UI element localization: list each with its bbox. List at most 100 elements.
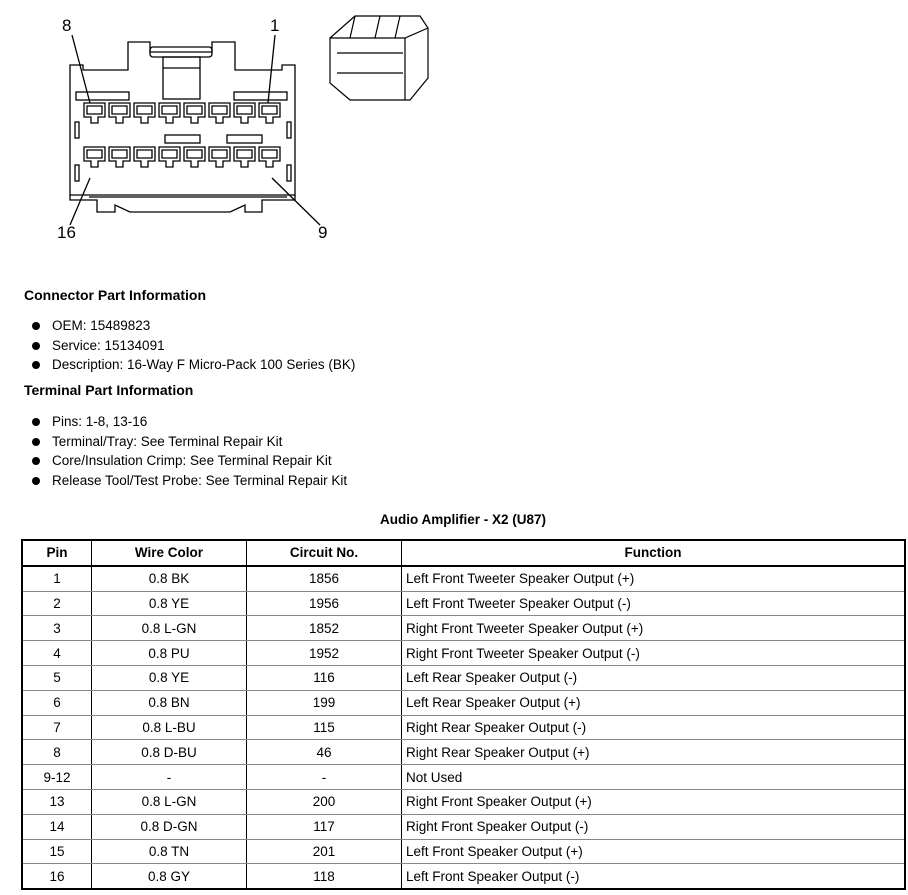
wire-color-cell: 0.8 PU [91,640,247,666]
terminal-cavity-icon [233,102,256,124]
table-row: 2 0.8 YE 1956 Left Front Tweeter Speaker Ou… [21,590,906,617]
circuit-no-cell: 117 [246,813,402,840]
header-circuit-no: Circuit No. [246,539,402,567]
function-cell: Left Front Tweeter Speaker Output (+) [401,565,906,592]
pin-cell: 15 [21,838,92,865]
header-wire-color: Wire Color [91,539,247,567]
circuit-no-cell: 116 [246,664,402,691]
function-cell: Right Front Tweeter Speaker Output (+) [401,615,906,642]
pin-cell: 14 [21,813,92,840]
wire-color-cell: 0.8 BN [91,689,247,716]
table-row: 8 0.8 D-BU 46 Right Rear Speaker Output (+) [21,739,906,766]
circuit-no-cell: 1856 [246,565,402,592]
list-item: Description: 16-Way F Micro-Pack 100 Ser… [30,355,355,375]
circuit-no-cell: 199 [246,689,402,716]
terminal-cavity-icon [108,102,131,124]
list-item: Release Tool/Test Probe: See Terminal Re… [30,471,347,491]
pin-cell: 8 [21,739,92,766]
terminal-cavity-icon [133,102,156,124]
list-item: Core/Insulation Crimp: See Terminal Repa… [30,451,347,471]
function-cell: Left Front Speaker Output (-) [401,863,906,890]
circuit-no-cell: - [246,764,402,790]
terminal-cavity-icon [133,146,156,168]
table-row: 4 0.8 PU 1952 Right Front Tweeter Speaker O… [21,640,906,666]
function-cell: Right Rear Speaker Output (-) [401,714,906,741]
connector-part-info-heading: Connector Part Information [24,287,207,303]
circuit-no-cell: 1956 [246,590,402,617]
table-row: 9-12- - Not Used [21,764,906,790]
wire-color-cell: 0.8 BK [91,565,247,592]
terminal-part-info-heading: Terminal Part Information [24,382,194,398]
terminal-cavity-icon [258,102,281,124]
circuit-no-cell: 1952 [246,640,402,666]
terminal-cavity-icon [83,102,106,124]
table-row: 14 0.8 D-GN 117 Right Front Speaker Output … [21,813,906,840]
table-row: 5 0.8 YE 116 Left Rear Speaker Output (-) [21,664,906,691]
list-item: Pins: 1-8, 13-16 [30,412,347,432]
pin-cell: 16 [21,863,92,890]
terminal-cavity-icon [158,146,181,168]
list-item: Service: 15134091 [30,336,355,356]
pin-cell: 7 [21,714,92,741]
table-row: 16 0.8 GY 118 Left Front Speaker Output (-) [21,863,906,890]
header-pin: Pin [21,539,92,567]
wire-color-cell: 0.8 YE [91,590,247,617]
wire-color-cell: 0.8 L-GN [91,788,247,815]
terminal-cavity-icon [83,146,106,168]
function-cell: Right Rear Speaker Output (+) [401,739,906,766]
pinout-table: Pin Wire Color Circuit No. Function 1 0.8… [21,539,906,891]
terminal-cavity-icon [108,146,131,168]
circuit-no-cell: 1852 [246,615,402,642]
function-cell: Left Rear Speaker Output (+) [401,689,906,716]
table-row: 6 0.8 BN 199 Left Rear Speaker Output (+) [21,689,906,716]
pin-label-9: 9 [318,223,328,242]
table-row: 3 0.8 L-GN 1852 Right Front Tweeter Speaker… [21,615,906,642]
pin-cell: 9-12 [21,764,92,790]
function-cell: Left Rear Speaker Output (-) [401,664,906,691]
table-row: 15 0.8 TN 201 Left Front Speaker Output (+) [21,838,906,865]
function-cell: Right Front Speaker Output (-) [401,813,906,840]
function-cell: Right Front Speaker Output (+) [401,788,906,815]
pin-label-1: 1 [270,16,280,35]
circuit-no-cell: 46 [246,739,402,766]
terminal-cavity-icon [183,146,206,168]
wire-color-cell: 0.8 L-BU [91,714,247,741]
terminal-cavity-icon [158,102,181,124]
table-row: 13 0.8 L-GN 200 Right Front Speaker Output … [21,788,906,815]
pin-cell: 6 [21,689,92,716]
terminal-cavity-icon [183,102,206,124]
wire-color-cell: 0.8 D-BU [91,739,247,766]
wire-color-cell: - [91,764,247,790]
terminal-info-list: Pins: 1-8, 13-16 Terminal/Tray: See Term… [30,412,347,490]
function-cell: Right Front Tweeter Speaker Output (-) [401,640,906,666]
circuit-no-cell: 200 [246,788,402,815]
circuit-no-cell: 118 [246,863,402,890]
pin-label-8: 8 [62,16,72,35]
table-row: 1 0.8 BK 1856 Left Front Tweeter Speaker Ou… [21,565,906,592]
wire-color-cell: 0.8 D-GN [91,813,247,840]
circuit-no-cell: 201 [246,838,402,865]
circuit-no-cell: 115 [246,714,402,741]
terminal-cavity-icon [208,102,231,124]
pin-cell: 4 [21,640,92,666]
wire-color-cell: 0.8 YE [91,664,247,691]
pin-cell: 5 [21,664,92,691]
wire-color-cell: 0.8 TN [91,838,247,865]
table-row: 7 0.8 L-BU 115 Right Rear Speaker Output (-… [21,714,906,741]
terminal-cavity-icon [258,146,281,168]
table-caption: Audio Amplifier - X2 (U87) [379,512,546,527]
header-function: Function [401,539,906,567]
list-item: OEM: 15489823 [30,316,355,336]
terminal-cavity-icon [208,146,231,168]
wire-color-cell: 0.8 L-GN [91,615,247,642]
connector-info-list: OEM: 15489823 Service: 15134091 Descript… [30,316,355,375]
pin-label-16: 16 [57,223,76,242]
function-cell: Left Front Tweeter Speaker Output (-) [401,590,906,617]
function-cell: Not Used [401,764,906,790]
pin-cell: 2 [21,590,92,617]
function-cell: Left Front Speaker Output (+) [401,838,906,865]
connector-face-drawing-icon [69,34,321,226]
connector-isometric-drawing-icon [329,15,429,101]
terminal-cavity-icon [233,146,256,168]
pin-cell: 1 [21,565,92,592]
